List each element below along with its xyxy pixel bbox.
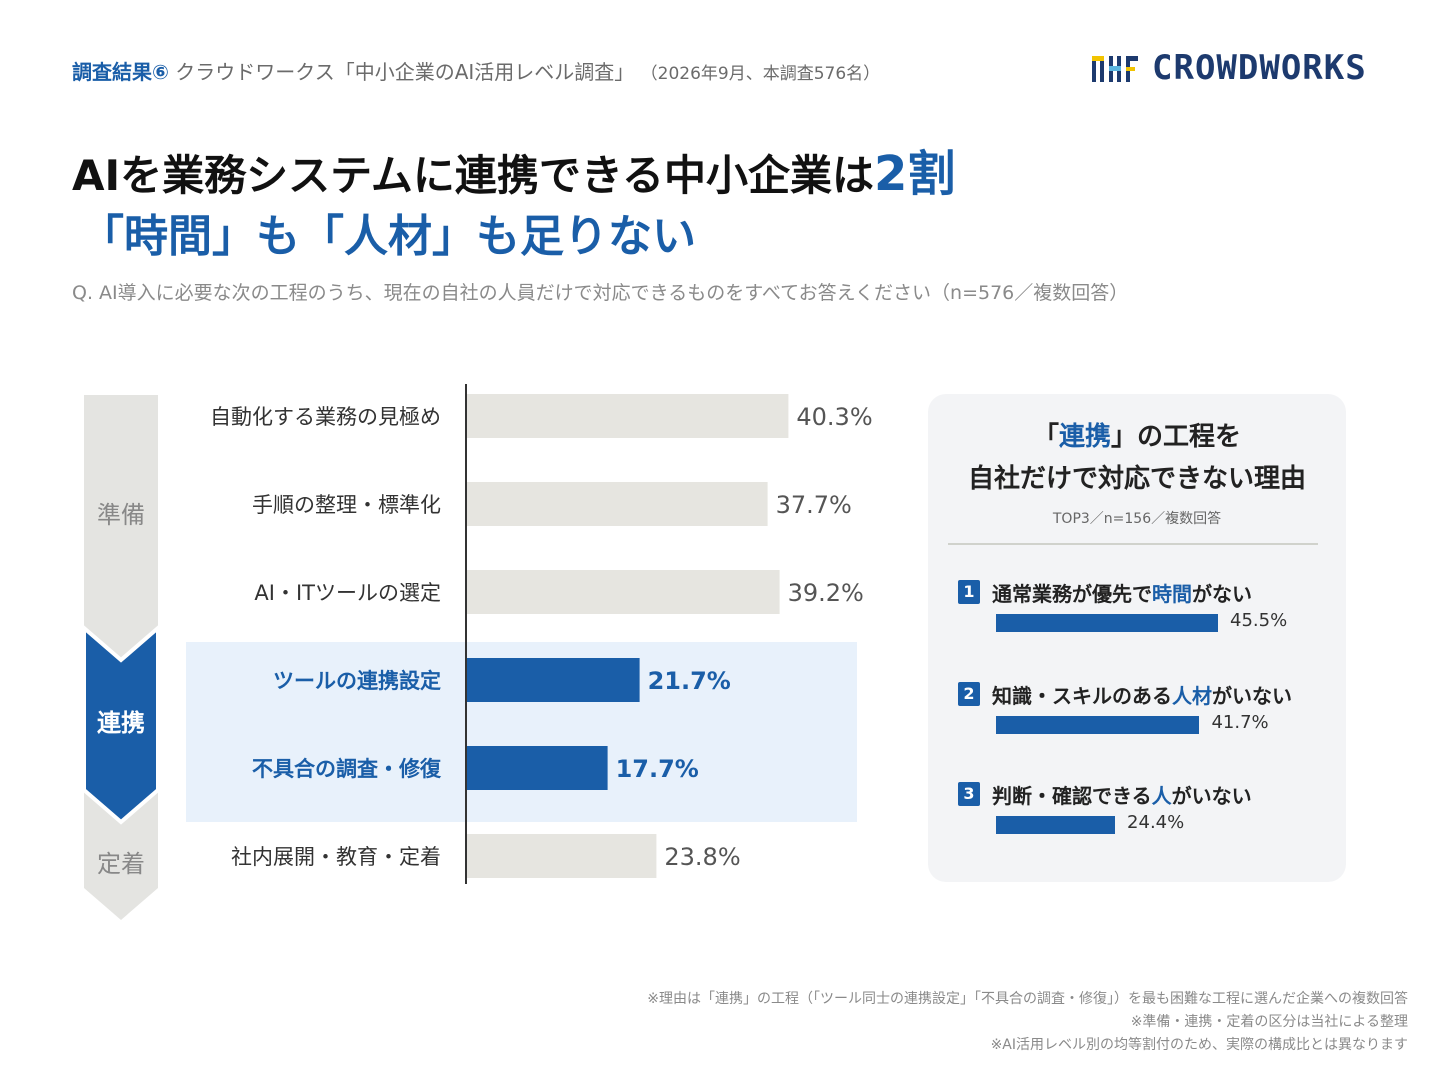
card-title-post: 」の工程を (1111, 422, 1242, 452)
reason-value-label: 24.4% (1127, 812, 1185, 833)
card-title-pre: 「 (1032, 422, 1059, 452)
value-label: 21.7% (648, 667, 731, 695)
logo-text: CROWDWORKS (1152, 48, 1367, 88)
bar (466, 658, 640, 702)
footnote-1: ※理由は「連携」の工程（「ツール同士の連携設定」「不具合の調査・修復」）を最も困… (647, 991, 1408, 1007)
phase-label-1: 準備 (97, 501, 145, 529)
survey-tag: 調査結果⑥ (72, 60, 169, 84)
card-title-accent: 連携 (1058, 422, 1111, 452)
footnote-2: ※準備・連携・定着の区分は当社による整理 (1130, 1014, 1408, 1030)
reason-label: 知識・スキルのある人材がいない (992, 684, 1292, 708)
rank-badge: 3 (958, 782, 980, 806)
survey-note: （2026年9月、本調査576名） (640, 64, 881, 84)
value-label: 37.7% (776, 491, 852, 519)
value-label: 39.2% (788, 579, 864, 607)
phase-label-3: 定着 (97, 850, 145, 878)
card-title-line2: 自社だけで対応できない理由 (967, 464, 1306, 494)
reason-card-title: 「連携」の工程を 自社だけで対応できない理由 (928, 416, 1346, 500)
category-label: AI・ITツールの選定 (254, 581, 441, 605)
subheadline: 「時間」も「人材」も足りない (80, 211, 696, 262)
footnote-3: ※AI活用レベル別の均等割付のため、実際の構成比とは異なります (990, 1037, 1408, 1053)
reason-label: 判断・確認できる人がいない (992, 784, 1252, 808)
crowdworks-logo: CROWDWORKS (1090, 46, 1367, 90)
reason-label: 通常業務が優先で時間がない (992, 582, 1252, 606)
bar (466, 746, 608, 790)
value-label: 23.8% (664, 843, 740, 871)
category-label: ツールの連携設定 (273, 669, 441, 693)
value-label: 17.7% (616, 755, 699, 783)
rank-badge: 2 (958, 682, 980, 706)
header-line: 調査結果⑥ クラウドワークス「中小企業のAI活用レベル調査」 （2026年9月、… (72, 56, 880, 85)
category-label: 自動化する業務の見極め (210, 405, 441, 429)
category-label: 手順の整理・標準化 (252, 493, 441, 517)
phase-arrow-3 (84, 790, 158, 920)
reason-card-divider (948, 543, 1318, 545)
category-label: 社内展開・教育・定着 (231, 845, 441, 869)
reason-bar (996, 816, 1116, 834)
reason-value-label: 41.7% (1211, 712, 1269, 733)
bar (466, 394, 789, 438)
crowdworks-logo-icon (1092, 56, 1138, 82)
rank-badge: 1 (958, 580, 980, 604)
reason-bar (996, 716, 1200, 734)
bar (466, 834, 657, 878)
headline-main: AIを業務システムに連携できる中小企業は (72, 151, 875, 200)
headline: AIを業務システムに連携できる中小企業は2割 (72, 134, 955, 204)
survey-name: クラウドワークス「中小企業のAI活用レベル調査」 (175, 60, 635, 84)
headline-accent: 2割 (874, 146, 956, 202)
reason-card: 「連携」の工程を 自社だけで対応できない理由 TOP3／n=156／複数回答 1… (928, 394, 1346, 882)
phase-label-2: 連携 (97, 709, 145, 737)
bar (466, 570, 780, 614)
survey-question: Q. AI導入に必要な次の工程のうち、現在の自社の人員だけで対応できるものをすべ… (72, 282, 1129, 304)
reason-bar (996, 614, 1218, 632)
value-label: 40.3% (796, 403, 872, 431)
category-label: 不具合の調査・修復 (252, 757, 442, 781)
phase-arrow-1 (84, 395, 158, 660)
bar (466, 482, 768, 526)
reason-card-subtitle: TOP3／n=156／複数回答 (1052, 511, 1222, 527)
reason-value-label: 45.5% (1230, 610, 1288, 631)
phase-arrow-2 (82, 623, 160, 825)
